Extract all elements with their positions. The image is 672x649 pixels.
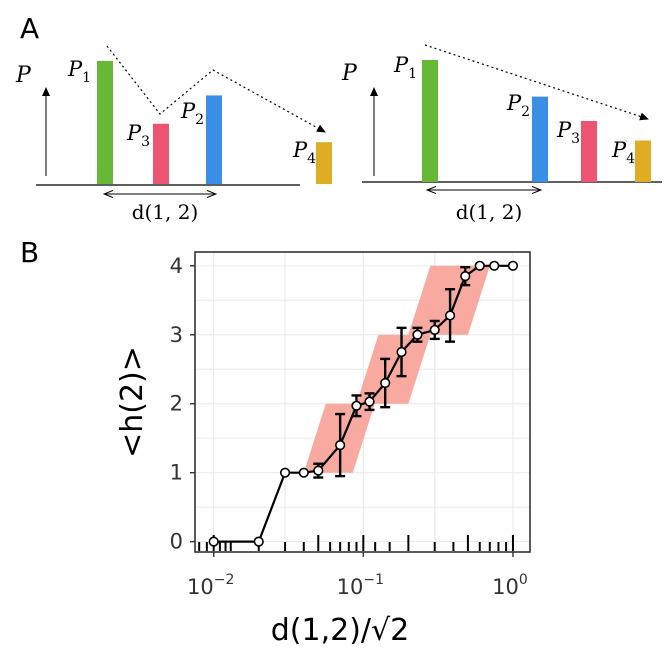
x-tick-label-exponent: −1 xyxy=(363,572,384,588)
right-bar-p2 xyxy=(532,96,548,182)
bar-label-subscript: 1 xyxy=(408,66,417,82)
x-tick-label-exponent: 0 xyxy=(519,572,528,588)
bar-label-main: P xyxy=(126,121,142,145)
plot-frame xyxy=(194,251,531,553)
bar-label-subscript: 3 xyxy=(571,131,580,147)
bar-label-main: P xyxy=(67,57,83,81)
bar-label-main: P xyxy=(611,138,627,162)
y-tick-label: 0 xyxy=(170,530,183,554)
y-tick-label: 1 xyxy=(170,461,183,485)
bar-label-subscript: 2 xyxy=(521,104,530,120)
right-bar-label-p3: P3 xyxy=(556,118,580,147)
right-bar-p3 xyxy=(581,121,597,182)
data-point xyxy=(429,324,440,336)
data-point xyxy=(412,329,423,340)
bar-label-subscript: 4 xyxy=(307,151,316,167)
x-tick-label: 100 xyxy=(492,572,528,599)
data-point xyxy=(444,310,456,321)
data-series xyxy=(208,260,519,547)
data-point xyxy=(460,271,471,282)
x-tick-labels: 10−2 10−1 100 xyxy=(187,552,528,599)
y-axis-label-left: P xyxy=(15,63,32,88)
y-tick-labels: 0 1 2 3 4 xyxy=(170,254,195,554)
bar-label-subscript: 2 xyxy=(195,112,204,128)
data-point xyxy=(298,467,309,478)
distance-label-left: d(1, 2) xyxy=(132,200,199,224)
data-point xyxy=(279,467,291,478)
data-point xyxy=(208,536,219,547)
bar-label-subscript: 1 xyxy=(82,70,91,86)
left-bar-p4 xyxy=(316,142,332,184)
left-bar-label-p3: P3 xyxy=(126,121,150,150)
x-tick-label-base: 10 xyxy=(337,575,364,599)
bar-label-main: P xyxy=(180,99,196,123)
trend-arrow-right xyxy=(424,44,649,121)
data-point xyxy=(313,465,324,476)
right-bar-p4 xyxy=(635,140,651,182)
right-bar-label-p1: P1 xyxy=(393,53,417,82)
panel-label-b: B xyxy=(20,236,39,269)
data-point xyxy=(474,260,485,271)
bar-label-main: P xyxy=(556,118,572,142)
data-point xyxy=(489,260,500,271)
data-point xyxy=(364,396,375,407)
trend-arrow-left xyxy=(106,45,326,133)
x-tick-label: 10−2 xyxy=(187,572,234,599)
left-bar-p1 xyxy=(97,61,113,184)
rug xyxy=(198,535,514,551)
data-point xyxy=(380,377,391,389)
x-axis-title-text: d(1,2)/√2 xyxy=(271,613,409,648)
bar-label-main: P xyxy=(506,91,522,115)
bar-label-main: P xyxy=(393,53,409,77)
left-bar-label-p4: P4 xyxy=(292,138,316,167)
x-tick-label-base: 10 xyxy=(492,575,519,599)
bar-label-main: P xyxy=(292,138,308,162)
distance-label-right: d(1, 2) xyxy=(456,200,523,224)
x-tick-label-exponent: −2 xyxy=(214,572,235,588)
y-tick-label: 4 xyxy=(170,254,183,278)
right-bar-label-p4: P4 xyxy=(611,138,635,167)
bar-label-subscript: 4 xyxy=(626,151,635,167)
data-point xyxy=(396,346,407,358)
x-tick-label: 10−1 xyxy=(337,572,384,599)
left-bar-p3 xyxy=(153,123,169,184)
right-bar-label-p2: P2 xyxy=(506,91,530,120)
x-axis-title: d(1,2)/√2 xyxy=(271,613,409,648)
data-point xyxy=(351,400,362,411)
bar-label-subscript: 3 xyxy=(141,134,150,150)
x-tick-label-base: 10 xyxy=(187,575,214,599)
left-bar-p2 xyxy=(206,95,222,184)
y-axis-title: <h(2)> xyxy=(115,346,150,458)
left-bar-label-p2: P2 xyxy=(180,99,204,128)
y-tick-label: 3 xyxy=(170,323,183,347)
data-point xyxy=(335,440,346,451)
y-tick-label: 2 xyxy=(170,392,183,416)
left-bar-label-p1: P1 xyxy=(67,57,91,86)
panel-label-a: A xyxy=(20,12,39,45)
data-point xyxy=(253,536,264,547)
data-point xyxy=(507,260,519,271)
y-axis-label-right: P xyxy=(341,61,358,86)
right-bar-p1 xyxy=(422,60,438,182)
